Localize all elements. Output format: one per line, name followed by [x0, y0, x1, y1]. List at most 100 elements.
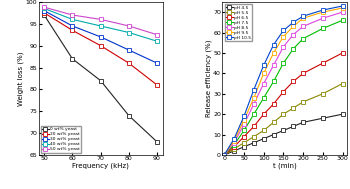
30 wt% yeast — [70, 25, 75, 27]
pH 7.5 — [222, 154, 226, 156]
Line: 50 wt% yeast: 50 wt% yeast — [42, 5, 159, 36]
50 wt% yeast — [98, 18, 103, 21]
20 wt% yeast — [42, 12, 46, 14]
pH 6.5 — [301, 72, 305, 74]
pH 9.5 — [261, 72, 266, 74]
pH 4.5 — [341, 113, 345, 115]
50 wt% yeast — [42, 6, 46, 8]
pH 5.5 — [321, 93, 325, 95]
pH 9.5 — [222, 154, 226, 156]
pH 8.5 — [261, 82, 266, 85]
pH 10.5 — [281, 29, 286, 32]
pH 10.5 — [252, 88, 256, 91]
pH 9.5 — [242, 119, 246, 121]
pH 8.5 — [242, 123, 246, 125]
0 wt% yeast — [42, 14, 46, 16]
pH 7.5 — [321, 27, 325, 29]
pH 10.5 — [272, 44, 276, 46]
pH 8.5 — [281, 46, 286, 48]
pH 8.5 — [321, 17, 325, 19]
50 wt% yeast — [155, 34, 159, 36]
Line: pH 7.5: pH 7.5 — [223, 19, 344, 157]
Line: pH 9.5: pH 9.5 — [223, 6, 344, 157]
pH 6.5 — [321, 62, 325, 64]
pH 8.5 — [252, 103, 256, 105]
pH 4.5 — [242, 146, 246, 148]
pH 6.5 — [341, 52, 345, 54]
20 wt% yeast — [155, 84, 159, 86]
pH 7.5 — [281, 62, 286, 64]
pH 5.5 — [261, 129, 266, 132]
20 wt% yeast — [70, 29, 75, 31]
Legend: pH 4.5, pH 5.5, pH 6.5, pH 7.5, pH 8.5, pH 9.5, pH 10.5: pH 4.5, pH 5.5, pH 6.5, pH 7.5, pH 8.5, … — [225, 4, 252, 41]
Line: pH 5.5: pH 5.5 — [223, 82, 344, 157]
pH 8.5 — [232, 142, 236, 144]
50 wt% yeast — [127, 25, 131, 27]
pH 10.5 — [232, 138, 236, 140]
pH 9.5 — [301, 17, 305, 19]
40 wt% yeast — [98, 25, 103, 27]
40 wt% yeast — [127, 31, 131, 34]
pH 8.5 — [341, 11, 345, 13]
pH 4.5 — [301, 121, 305, 123]
pH 6.5 — [222, 154, 226, 156]
pH 7.5 — [252, 113, 256, 115]
20 wt% yeast — [127, 62, 131, 64]
pH 5.5 — [222, 154, 226, 156]
pH 5.5 — [252, 136, 256, 138]
30 wt% yeast — [98, 36, 103, 38]
0 wt% yeast — [98, 80, 103, 82]
pH 10.5 — [222, 154, 226, 156]
pH 9.5 — [291, 25, 295, 28]
30 wt% yeast — [155, 62, 159, 64]
pH 4.5 — [222, 154, 226, 156]
Line: pH 10.5: pH 10.5 — [223, 4, 344, 157]
pH 7.5 — [242, 129, 246, 132]
pH 6.5 — [261, 113, 266, 115]
pH 7.5 — [261, 97, 266, 99]
X-axis label: Frequency (kHz): Frequency (kHz) — [72, 163, 129, 169]
pH 5.5 — [301, 101, 305, 103]
pH 4.5 — [252, 142, 256, 144]
pH 4.5 — [321, 117, 325, 119]
30 wt% yeast — [127, 49, 131, 51]
pH 9.5 — [341, 7, 345, 9]
pH 4.5 — [272, 133, 276, 136]
Line: 0 wt% yeast: 0 wt% yeast — [42, 13, 159, 144]
pH 7.5 — [291, 48, 295, 50]
pH 5.5 — [232, 148, 236, 150]
40 wt% yeast — [155, 40, 159, 42]
pH 9.5 — [252, 97, 256, 99]
pH 8.5 — [291, 33, 295, 36]
pH 5.5 — [291, 107, 295, 109]
pH 8.5 — [222, 154, 226, 156]
pH 7.5 — [341, 19, 345, 21]
0 wt% yeast — [70, 58, 75, 60]
40 wt% yeast — [42, 7, 46, 10]
Line: 40 wt% yeast: 40 wt% yeast — [42, 7, 159, 43]
pH 4.5 — [291, 125, 295, 128]
pH 5.5 — [272, 121, 276, 123]
pH 7.5 — [272, 80, 276, 83]
Line: pH 4.5: pH 4.5 — [223, 112, 344, 157]
40 wt% yeast — [70, 18, 75, 21]
pH 9.5 — [321, 11, 325, 13]
pH 9.5 — [272, 52, 276, 54]
Legend: 0 wt% yeast, 20 wt% yeast, 30 wt% yeast, 40 wt% yeast, 50 wt% yeast: 0 wt% yeast, 20 wt% yeast, 30 wt% yeast,… — [41, 126, 81, 153]
Y-axis label: Weight loss (%): Weight loss (%) — [18, 51, 24, 106]
pH 10.5 — [301, 15, 305, 17]
0 wt% yeast — [127, 115, 131, 117]
Line: pH 8.5: pH 8.5 — [223, 10, 344, 157]
Line: pH 6.5: pH 6.5 — [223, 51, 344, 157]
pH 6.5 — [272, 103, 276, 105]
pH 10.5 — [291, 21, 295, 23]
pH 9.5 — [281, 36, 286, 38]
50 wt% yeast — [70, 14, 75, 16]
pH 7.5 — [301, 37, 305, 40]
pH 10.5 — [341, 5, 345, 7]
pH 10.5 — [261, 64, 266, 66]
pH 10.5 — [321, 9, 325, 11]
pH 5.5 — [281, 113, 286, 115]
pH 8.5 — [301, 25, 305, 28]
Y-axis label: Release efficiency (%): Release efficiency (%) — [205, 40, 212, 117]
